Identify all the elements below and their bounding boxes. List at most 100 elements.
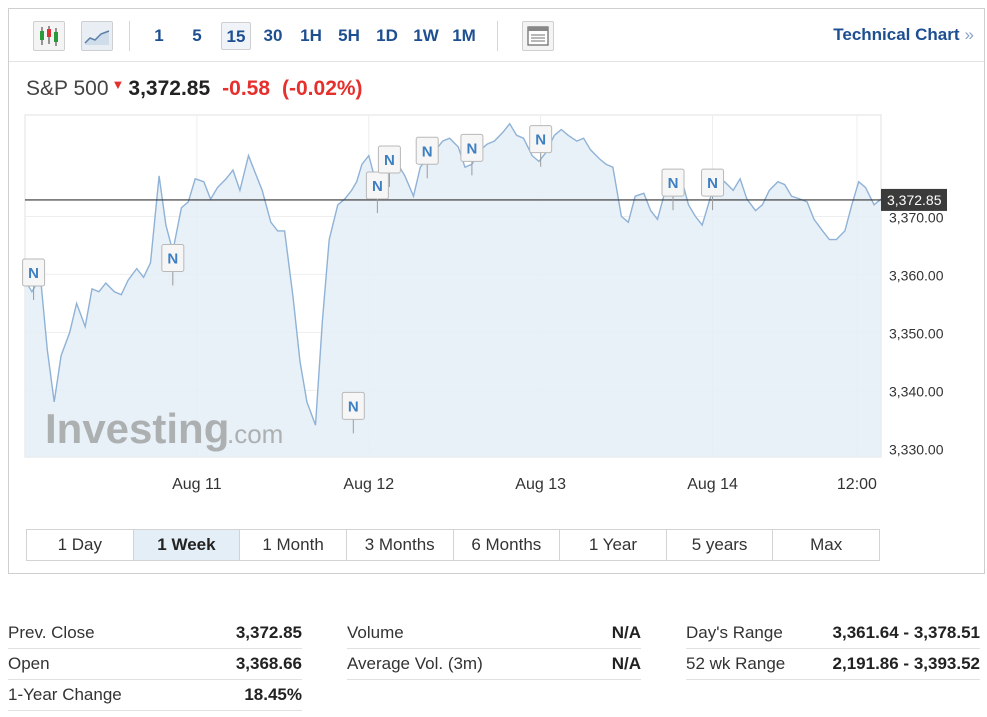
stat-row: Prev. Close 3,372.85 xyxy=(8,618,302,649)
interval-1m[interactable]: 1M xyxy=(452,26,476,45)
price-line xyxy=(24,122,882,426)
toolbar-divider-line xyxy=(9,61,984,62)
news-marker-box xyxy=(22,258,46,287)
interval-1h[interactable]: 1H xyxy=(300,26,322,45)
stat-label: Day's Range xyxy=(686,623,783,642)
stat-value: 3,368.66 xyxy=(235,654,302,673)
interval-5[interactable]: 5 xyxy=(192,26,202,45)
y-tick-label: 3,330.00 xyxy=(889,441,944,457)
news-marker-label: N xyxy=(384,152,395,169)
stat-row: Open 3,368.66 xyxy=(8,649,302,680)
instrument-name: S&P 500 xyxy=(26,77,109,100)
chart-toolbar: 1 5 15 30 1H 5H 1D 1W 1M Technical Chart… xyxy=(9,9,984,61)
y-tick-label: 3,350.00 xyxy=(889,325,944,341)
interval-5h[interactable]: 5H xyxy=(338,26,360,45)
price-change-percent: (-0.02%) xyxy=(282,77,363,100)
interval-1d[interactable]: 1D xyxy=(376,26,398,45)
stat-label: 52 wk Range xyxy=(686,654,786,673)
stats-column: Day's Range 3,361.64 - 3,378.51 52 wk Ran… xyxy=(686,618,980,680)
chart-panel: 1 5 15 30 1H 5H 1D 1W 1M Technical Chart… xyxy=(8,8,985,574)
stat-row: Day's Range 3,361.64 - 3,378.51 xyxy=(686,618,980,649)
news-marker[interactable]: N xyxy=(161,244,185,286)
range-max[interactable]: Max xyxy=(810,535,843,554)
stat-value: 18.45% xyxy=(244,685,302,704)
range-5-years[interactable]: 5 years xyxy=(667,530,774,560)
news-marker-label: N xyxy=(422,143,433,160)
x-tick-label: Aug 14 xyxy=(687,476,738,493)
toolbar-divider xyxy=(129,21,130,51)
range-3-months[interactable]: 3 Months xyxy=(347,530,454,560)
stat-label: 1-Year Change xyxy=(8,685,122,704)
news-marker-label: N xyxy=(535,132,546,149)
news-marker[interactable]: N xyxy=(701,168,725,211)
stat-label: Open xyxy=(8,654,50,673)
news-marker-label: N xyxy=(707,175,718,192)
stat-value: N/A xyxy=(611,623,641,642)
range-1-month[interactable]: 1 Month xyxy=(240,530,347,560)
investing-watermark-suffix: .com xyxy=(227,419,283,449)
candlestick-chart-icon[interactable] xyxy=(33,21,65,51)
x-tick-label: Aug 12 xyxy=(343,476,394,493)
interval-30[interactable]: 30 xyxy=(263,26,283,45)
interval-15[interactable]: 15 xyxy=(221,22,251,50)
news-marker-label: N xyxy=(466,140,477,157)
investing-watermark-logo: Investing xyxy=(45,405,229,452)
news-marker-box xyxy=(341,391,365,420)
news-marker[interactable]: N xyxy=(341,391,365,434)
news-marker-box xyxy=(701,168,725,197)
stat-label: Prev. Close xyxy=(8,623,95,642)
news-marker-box xyxy=(460,133,484,162)
news-marker-box xyxy=(529,125,553,154)
price-area xyxy=(25,123,881,457)
news-marker-label: N xyxy=(668,175,679,192)
x-tick-label: Aug 13 xyxy=(515,476,566,493)
range-selector: 1 Day 1 Week 1 Month 3 Months 6 Months 1… xyxy=(26,529,880,561)
x-tick-label: 12:00 xyxy=(837,476,877,493)
technical-chart-label: Technical Chart xyxy=(833,25,960,44)
range-1-day[interactable]: 1 Day xyxy=(27,530,134,560)
news-marker-box xyxy=(161,244,185,273)
stat-row: Volume N/A xyxy=(347,618,641,649)
last-price-tag-label: 3,372.85 xyxy=(887,192,942,208)
news-marker-box xyxy=(377,145,401,174)
last-price-tag: 3,372.85 xyxy=(881,188,947,211)
news-marker-box xyxy=(415,136,439,165)
last-price: 3,372.85 xyxy=(128,77,211,100)
news-marker-label: N xyxy=(372,178,383,195)
technical-chart-link[interactable]: Technical Chart» xyxy=(833,25,974,45)
y-tick-label: 3,360.00 xyxy=(889,267,944,283)
indicators-panel-icon[interactable] xyxy=(522,21,554,51)
down-triangle-icon: ▼ xyxy=(111,77,125,92)
stat-row: 1-Year Change 18.45% xyxy=(8,680,302,711)
stat-row: 52 wk Range 2,191.86 - 3,393.52 xyxy=(686,649,980,680)
stat-row: Average Vol. (3m) N/A xyxy=(347,649,641,680)
y-tick-label: 3,340.00 xyxy=(889,383,944,399)
range-1-week[interactable]: 1 Week xyxy=(133,530,241,560)
range-6-months[interactable]: 6 Months xyxy=(454,530,561,560)
news-marker-label: N xyxy=(28,265,39,282)
stat-value: 3,361.64 - 3,378.51 xyxy=(832,623,980,642)
price-change: -0.58 xyxy=(222,77,271,100)
news-marker[interactable]: N xyxy=(415,136,439,179)
stat-value: N/A xyxy=(611,654,641,673)
range-1-year[interactable]: 1 Year xyxy=(560,530,667,560)
news-marker[interactable]: N xyxy=(661,168,685,211)
news-marker[interactable]: N xyxy=(529,125,553,167)
toolbar-divider xyxy=(497,21,498,51)
news-marker[interactable]: N xyxy=(460,133,484,176)
interval-1w[interactable]: 1W xyxy=(413,26,439,45)
area-chart-icon[interactable] xyxy=(81,21,113,51)
stats-column: Volume N/A Average Vol. (3m) N/A xyxy=(347,618,641,680)
news-marker[interactable]: N xyxy=(377,145,401,187)
news-marker[interactable]: N xyxy=(22,258,46,300)
news-marker[interactable]: N xyxy=(365,171,389,214)
stat-label: Volume xyxy=(347,623,404,642)
y-tick-label: 3,370.00 xyxy=(889,209,944,225)
stats-column: Prev. Close 3,372.85 Open 3,368.66 1-Year … xyxy=(8,618,302,711)
news-marker-box xyxy=(661,168,685,197)
price-chart[interactable]: Investing.com 3,370.00 3,360.00 3,350.00 3,3… xyxy=(9,9,984,523)
news-marker-box xyxy=(365,171,389,200)
last-price-tag-bg xyxy=(881,188,947,211)
interval-1[interactable]: 1 xyxy=(154,26,164,45)
stat-label: Average Vol. (3m) xyxy=(347,654,483,673)
